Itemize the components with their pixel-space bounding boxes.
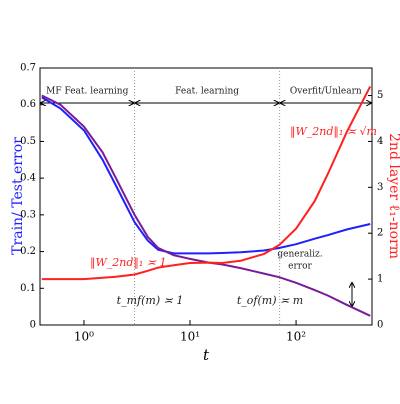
y-tick-label: 0.3 (20, 209, 36, 220)
y2-tick-label: 2 (377, 228, 383, 239)
annotation: ‖W_2nd‖₁ ≍ √m (290, 125, 377, 139)
region-label: MF Feat. learning (46, 87, 128, 97)
y2-tick-label: 5 (377, 90, 383, 101)
y-tick-label: 0.1 (20, 283, 36, 294)
y-tick-label: 0 (30, 320, 36, 331)
series-line (41, 94, 371, 317)
y2-tick-label: 1 (377, 274, 383, 285)
y-axis-label: Train/ Test error (10, 137, 26, 255)
y-tick-label: 0.5 (20, 136, 36, 147)
plot-frame (39, 67, 373, 326)
series-line (41, 85, 372, 281)
y-tick-label: 0.2 (20, 246, 36, 257)
region-label: Feat. learning (175, 87, 239, 97)
x-tick-label: 10¹ (180, 330, 200, 344)
y2-axis-label: 2nd layer ℓ₁-norm (386, 133, 400, 259)
y2-tick-label: 0 (377, 320, 383, 331)
y2-tick-label: 4 (377, 136, 383, 147)
annotation: error (288, 262, 312, 272)
x-tick-label: 10⁰ (74, 330, 94, 344)
y-tick-label: 0.7 (20, 63, 36, 74)
y2-tick-label: 3 (377, 182, 383, 193)
x-axis-label: t (203, 346, 210, 364)
annotation: ‖W_2nd‖₁ ≍ 1 (90, 256, 167, 270)
annotation: generaliz. (277, 250, 322, 260)
y-tick-label: 0.4 (20, 173, 36, 184)
x-tick-label: 10² (286, 330, 306, 344)
region-label: Overfit/Unlearn (290, 87, 362, 97)
annotation: t_of(m) ≍ m (237, 294, 303, 307)
series-line (41, 96, 371, 255)
annotation: t_mf(m) ≍ 1 (117, 294, 184, 307)
y-tick-label: 0.6 (20, 99, 36, 110)
